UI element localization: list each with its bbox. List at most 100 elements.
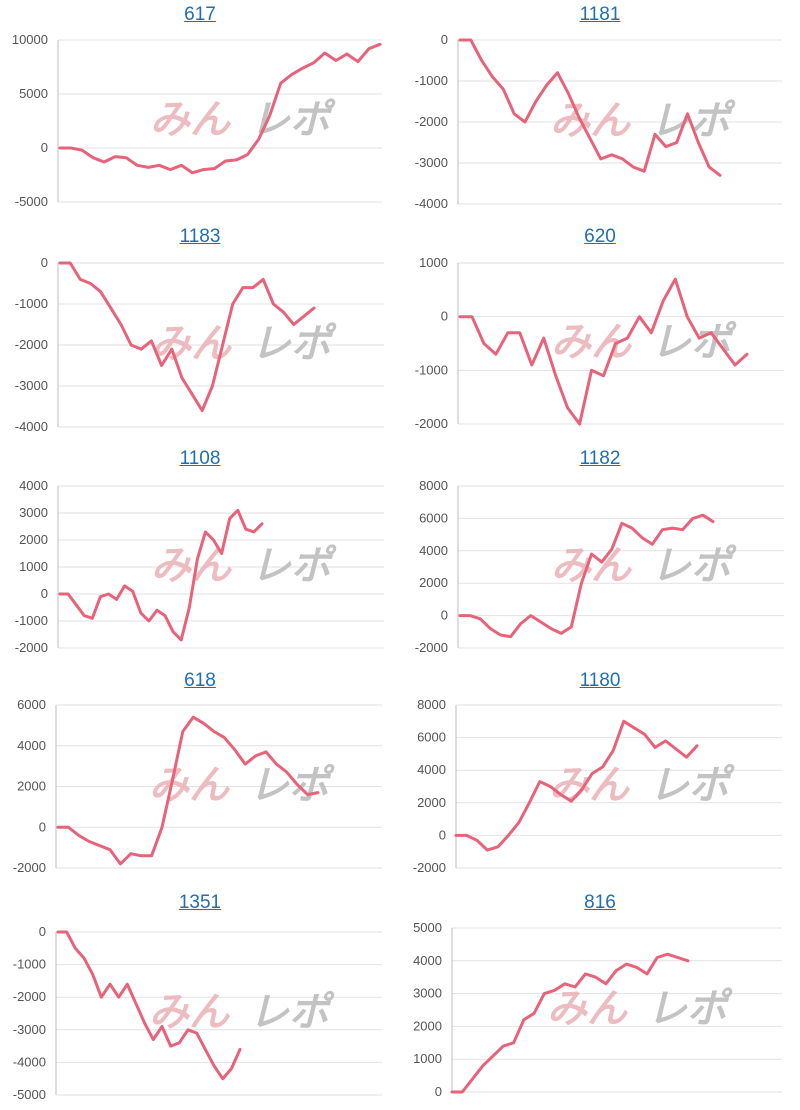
y-tick-label: -4000 bbox=[15, 419, 48, 434]
y-tick-label: 4000 bbox=[419, 543, 448, 558]
chart-panel-0: 617 -5000 0 5000 10000 みん レポ bbox=[0, 0, 400, 222]
chart-title-link[interactable]: 1351 bbox=[178, 892, 222, 913]
svg-text:レポ: レポ bbox=[249, 990, 335, 1036]
y-tick-label: 2000 bbox=[413, 1018, 442, 1033]
svg-text:レポ: レポ bbox=[250, 97, 336, 143]
y-tick-label: -2000 bbox=[415, 640, 448, 655]
chart-panel-8: 1351 -5000 -4000 -3000 -2000 -1000 0 みん レポ bbox=[0, 888, 400, 1110]
chart-title-link[interactable]: 1181 bbox=[579, 4, 621, 25]
series-line bbox=[58, 42, 382, 175]
chart-title-link[interactable]: 1180 bbox=[579, 670, 621, 691]
line-chart: -2000 -1000 0 1000 みん レポ bbox=[415, 255, 784, 431]
series-line bbox=[458, 513, 715, 639]
chart-title-link[interactable]: 617 bbox=[184, 4, 216, 25]
line-chart: -4000 -3000 -2000 -1000 0 みん レポ bbox=[15, 255, 384, 434]
y-tick-label: 2000 bbox=[417, 795, 446, 810]
y-tick-label: 0 bbox=[441, 608, 448, 623]
svg-text:みん: みん bbox=[547, 986, 629, 1032]
chart-panel-4: 1108 -2000 -1000 0 1000 2000 3000 4000 みん レポ bbox=[0, 444, 400, 666]
chart-panel-6: 618 -2000 0 2000 4000 6000 みん レポ bbox=[0, 666, 400, 888]
chart-title-link[interactable]: 816 bbox=[584, 892, 616, 913]
svg-text:みん: みん bbox=[549, 763, 631, 809]
y-tick-label: 5000 bbox=[413, 920, 442, 935]
watermark-logo: みん レポ bbox=[550, 98, 736, 144]
y-tick-label: -3000 bbox=[415, 155, 448, 170]
chart-title-link[interactable]: 1108 bbox=[179, 448, 221, 469]
watermark-logo: みん レポ bbox=[549, 763, 735, 809]
y-tick-label: 0 bbox=[441, 32, 448, 47]
y-tick-label: 6000 bbox=[417, 730, 446, 745]
chart-title-link[interactable]: 1182 bbox=[579, 448, 621, 469]
watermark-logo: みん レポ bbox=[151, 321, 337, 367]
line-chart: -5000 -4000 -3000 -2000 -1000 0 みん レポ bbox=[13, 924, 382, 1102]
watermark-logo: みん レポ bbox=[551, 320, 737, 366]
series-line bbox=[58, 508, 264, 642]
y-tick-label: -4000 bbox=[13, 1054, 46, 1069]
watermark-logo: みん レポ bbox=[149, 763, 335, 809]
svg-text:みん: みん bbox=[149, 763, 231, 809]
y-tick-label: -2000 bbox=[413, 860, 446, 875]
y-tick-label: 1000 bbox=[419, 255, 448, 270]
y-tick-label: -1000 bbox=[415, 73, 448, 88]
y-tick-label: -2000 bbox=[415, 114, 448, 129]
chart-title-link[interactable]: 620 bbox=[584, 226, 616, 247]
svg-text:レポ: レポ bbox=[249, 763, 335, 809]
y-tick-label: -2000 bbox=[13, 989, 46, 1004]
chart-title-link[interactable]: 618 bbox=[184, 670, 216, 691]
chart-panel-3: 620 -2000 -1000 0 1000 みん レポ bbox=[400, 222, 800, 444]
svg-text:レポ: レポ bbox=[649, 763, 735, 809]
y-tick-label: -1000 bbox=[15, 296, 48, 311]
y-tick-label: -1000 bbox=[13, 957, 46, 972]
watermark-logo: みん レポ bbox=[547, 986, 733, 1032]
series-line bbox=[458, 277, 749, 426]
line-chart: -2000 0 2000 4000 6000 みん レポ bbox=[13, 697, 382, 875]
y-tick-label: 1000 bbox=[413, 1051, 442, 1066]
y-tick-label: 0 bbox=[39, 819, 46, 834]
y-tick-label: 0 bbox=[41, 140, 48, 155]
svg-text:レポ: レポ bbox=[651, 543, 737, 589]
svg-text:みん: みん bbox=[551, 543, 633, 589]
chart-panel-2: 1183 -4000 -3000 -2000 -1000 0 みん レポ bbox=[0, 222, 400, 444]
y-tick-label: -4000 bbox=[415, 196, 448, 211]
line-chart: -4000 -3000 -2000 -1000 0 みん レポ bbox=[415, 32, 782, 211]
y-tick-label: 0 bbox=[41, 586, 48, 601]
svg-text:みん: みん bbox=[150, 97, 232, 143]
line-chart: 0 1000 2000 3000 4000 5000 みん レポ bbox=[413, 920, 782, 1099]
series-line bbox=[454, 719, 699, 852]
chart-panel-5: 1182 -2000 0 2000 4000 6000 8000 みん レポ bbox=[400, 444, 800, 666]
series-line bbox=[56, 930, 242, 1081]
y-tick-label: 10000 bbox=[12, 32, 48, 47]
y-tick-label: -3000 bbox=[13, 1022, 46, 1037]
y-tick-label: -1000 bbox=[15, 613, 48, 628]
chart-title-link[interactable]: 1183 bbox=[179, 226, 221, 247]
series-line bbox=[458, 38, 722, 177]
line-chart: -5000 0 5000 10000 みん レポ bbox=[12, 32, 382, 209]
y-tick-label: 3000 bbox=[413, 986, 442, 1001]
y-tick-label: 1000 bbox=[19, 559, 48, 574]
watermark-logo: みん レポ bbox=[150, 97, 336, 143]
y-tick-label: 8000 bbox=[419, 478, 448, 493]
y-tick-label: 4000 bbox=[413, 953, 442, 968]
y-tick-label: 8000 bbox=[417, 697, 446, 712]
y-tick-label: 6000 bbox=[17, 697, 46, 712]
y-tick-label: 4000 bbox=[19, 478, 48, 493]
chart-panel-1: 1181 -4000 -3000 -2000 -1000 0 みん レポ bbox=[400, 0, 800, 222]
y-tick-label: 5000 bbox=[19, 86, 48, 101]
chart-panel-9: 816 0 1000 2000 3000 4000 5000 みん レポ bbox=[400, 888, 800, 1110]
watermark-logo: みん レポ bbox=[551, 543, 737, 589]
y-tick-label: -1000 bbox=[415, 362, 448, 377]
y-tick-label: -2000 bbox=[15, 640, 48, 655]
y-tick-label: 2000 bbox=[17, 779, 46, 794]
series-line bbox=[450, 952, 690, 1094]
chart-panel-7: 1180 -2000 0 2000 4000 6000 8000 みん レポ bbox=[400, 666, 800, 888]
y-tick-label: -2000 bbox=[15, 337, 48, 352]
y-tick-label: 3000 bbox=[19, 505, 48, 520]
series-line bbox=[56, 715, 320, 866]
line-chart: -2000 0 2000 4000 6000 8000 みん レポ bbox=[415, 478, 784, 655]
y-tick-label: -5000 bbox=[13, 1087, 46, 1102]
line-chart: -2000 0 2000 4000 6000 8000 みん レポ bbox=[413, 697, 782, 875]
y-tick-label: 6000 bbox=[419, 510, 448, 525]
y-tick-label: 0 bbox=[439, 827, 446, 842]
y-tick-label: 2000 bbox=[419, 575, 448, 590]
svg-text:レポ: レポ bbox=[251, 321, 337, 367]
